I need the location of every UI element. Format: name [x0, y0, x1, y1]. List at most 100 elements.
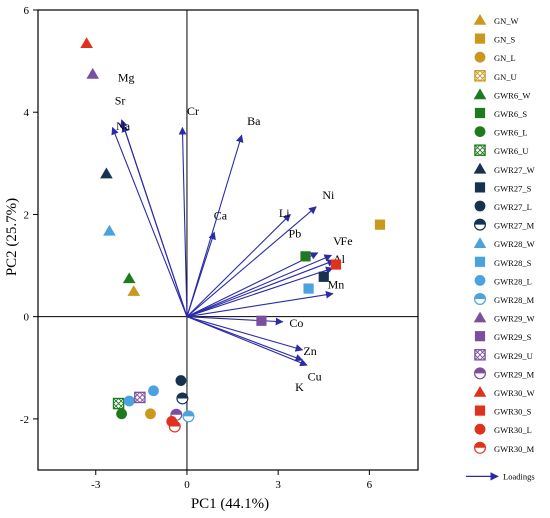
point-gwr27-m-0: [176, 392, 189, 405]
legend-label-gwr30-m: GWR30_M: [494, 444, 535, 454]
legend-marker-gwr6-w: [473, 88, 487, 100]
point-gwr29-w-0: [86, 67, 100, 79]
point-gwr30-m-0-half: [169, 421, 181, 427]
point-gwr6-u-0: [112, 397, 125, 410]
point-gn-s-0: [374, 219, 386, 230]
point-gwr29-s-0: [256, 315, 267, 326]
loading-arrow-k: [186, 316, 308, 367]
legend-marker-gwr27-s: [474, 182, 486, 193]
legend-marker-gwr30-m: [474, 441, 487, 454]
loading-label-li: Li: [279, 206, 290, 220]
legend-label-gwr30-l: GWR30_L: [494, 425, 532, 435]
loading-arrow-sr: [121, 124, 188, 317]
point-gwr6-u-0-hatch: [113, 398, 124, 409]
legend-marker-gwr6-l: [474, 126, 486, 137]
loading-label-ba: Ba: [247, 114, 261, 128]
legend-marker-gn-s: [474, 33, 486, 44]
loading-label-zn: Zn: [303, 344, 316, 358]
y-tick-label: 6: [24, 5, 30, 17]
loading-arrow-cr: [178, 126, 188, 317]
legend-label-gn-u: GN_U: [494, 72, 517, 82]
point-gwr28-m-0-half: [183, 410, 194, 417]
loading-arrow-ba: [186, 134, 244, 317]
legend-marker-gwr30-s: [474, 405, 486, 416]
legend-marker-gwr29-s: [474, 331, 486, 342]
y-axis-label: PC2 (25.7%): [4, 198, 20, 276]
loading-arrow-na: [111, 126, 188, 317]
point-gwr29-m-0-half: [170, 409, 182, 415]
legend-label-gwr29-s: GWR29_S: [494, 332, 532, 342]
legend-marker-gwr28-w: [473, 237, 487, 248]
point-gwr27-l-0: [175, 375, 187, 386]
point-gwr27-s-0: [318, 271, 329, 282]
loading-arrow-ca: [186, 231, 216, 317]
loading-label-ca: Ca: [214, 209, 228, 223]
y-tick-label: 0: [24, 312, 30, 324]
legend-label-gwr6-s: GWR6_S: [494, 109, 527, 119]
legend-label-gwr28-s: GWR28_S: [494, 258, 532, 268]
loading-label-sr: Sr: [115, 94, 126, 108]
point-gwr27-m-0-half: [177, 393, 188, 399]
loading-arrow-fe: [186, 259, 336, 318]
point-gwr28-s-0: [303, 283, 314, 294]
legend-label-gwr27-m: GWR27_M: [494, 221, 535, 231]
loading-label-ni: Ni: [322, 188, 335, 202]
loading-label-v: V: [333, 234, 342, 248]
legend-marker-gwr27-l: [474, 200, 486, 212]
legend-label-gwr30-w: GWR30_W: [494, 388, 535, 398]
legend-marker-gwr6-u: [474, 144, 486, 156]
legend-marker-gwr30-l: [474, 423, 486, 435]
legend-label-gwr30-s: GWR30_S: [494, 407, 532, 417]
point-gwr29-u-0: [134, 391, 146, 404]
legend-loadings-label: Loadings: [503, 471, 535, 481]
legend-label-gn-l: GN_L: [494, 53, 516, 63]
legend-marker-gn-u-hatch: [474, 70, 486, 82]
legend-label-gn-s: GN_S: [494, 35, 516, 45]
legend-marker-gn-w: [473, 14, 487, 25]
legend-marker-gwr27-w: [473, 162, 487, 174]
legend-marker-gwr28-m-half: [474, 293, 486, 299]
y-tick-label: -2: [20, 414, 29, 426]
x-tick-label: 0: [184, 479, 190, 491]
legend-marker-gwr29-u: [474, 349, 486, 361]
loading-label-co: Co: [289, 316, 303, 330]
loading-label-fe: Fe: [341, 234, 353, 248]
legend-marker-gn-u: [474, 70, 486, 82]
loading-arrow-zn: [186, 316, 304, 352]
y-tick-label: 4: [24, 107, 30, 119]
loading-arrow-co: [186, 316, 284, 326]
x-axis-label: PC1 (44.1%): [191, 496, 269, 512]
point-gwr6-l-0: [116, 408, 127, 420]
point-gwr27-w-0: [100, 167, 113, 179]
legend-marker-gwr6-u-hatch: [474, 144, 486, 156]
legend-marker-gwr29-w: [473, 311, 487, 323]
point-gwr30-m-0: [168, 420, 181, 433]
loading-arrow-v: [186, 254, 333, 318]
legend-marker-gwr30-m-half: [474, 442, 486, 448]
loading-label-na: Na: [116, 119, 131, 133]
loading-arrow-ni: [186, 206, 317, 318]
point-gn-l-0: [145, 408, 156, 420]
point-gwr6-s-0: [300, 251, 311, 262]
x-tick-label: 3: [275, 479, 281, 491]
loading-label-mn: Mn: [328, 278, 345, 292]
legend-label-gwr6-u: GWR6_U: [494, 146, 528, 156]
legend-label-gwr28-m: GWR28_M: [494, 295, 535, 305]
loading-arrow-pb: [186, 252, 319, 318]
loading-label-pb: Pb: [289, 226, 302, 240]
point-gn-w-2--0: [127, 285, 141, 296]
legend-label-gwr6-w: GWR6_W: [494, 90, 530, 100]
point-gwr6-w-0: [122, 272, 136, 284]
legend-label-gwr27-w: GWR27_W: [494, 165, 535, 175]
loading-arrow-al: [186, 266, 334, 318]
legend-label-gwr28-w: GWR28_W: [494, 239, 535, 249]
point-gwr30-s-0: [330, 259, 342, 270]
legend-label-gwr27-l: GWR27_L: [494, 202, 532, 212]
legend: GN_W GN_S GN_L GN_U GWR6_W GWR6_S GWR6_L GWR6_U…: [466, 14, 535, 481]
legend-marker-gwr28-l: [474, 275, 486, 286]
point-gwr28-l-0: [123, 395, 135, 407]
legend-label-gwr27-s: GWR27_S: [494, 183, 532, 193]
legend-marker-gn-l: [474, 51, 486, 63]
loading-label-cu: Cu: [308, 370, 322, 384]
legend-marker-gwr6-s: [474, 107, 486, 119]
